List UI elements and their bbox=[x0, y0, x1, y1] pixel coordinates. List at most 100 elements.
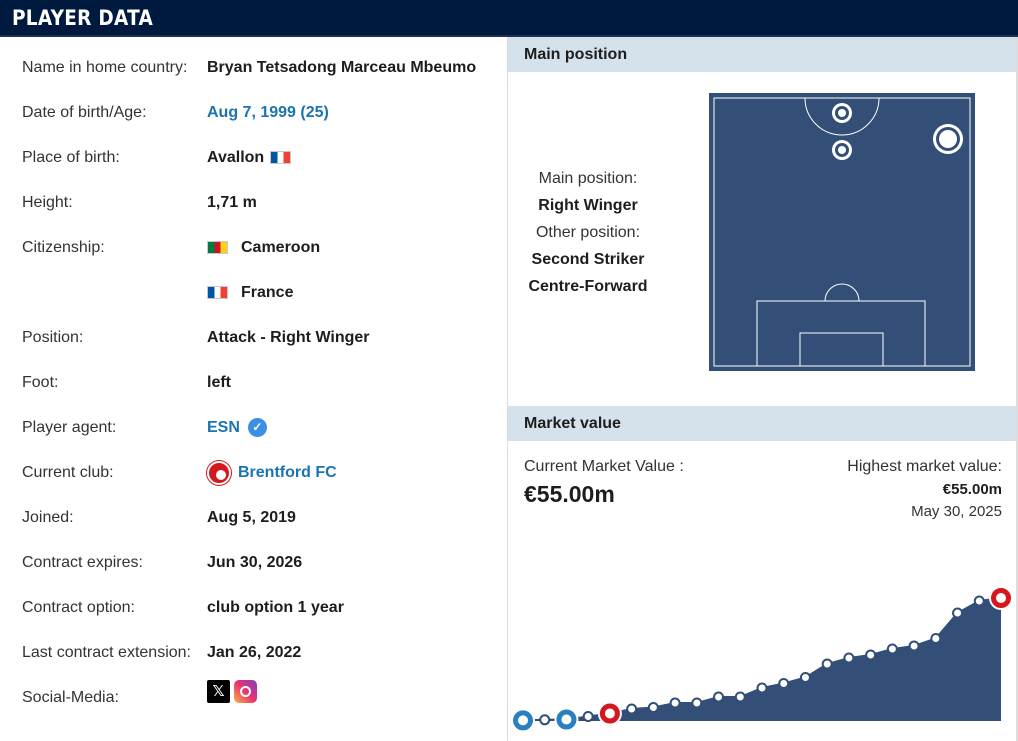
club-link[interactable]: Brentford FC bbox=[238, 464, 337, 481]
market-value-point bbox=[734, 691, 746, 703]
info-value-contract: Jun 30, 2026 bbox=[207, 554, 303, 571]
info-label: Date of birth/Age: bbox=[22, 104, 147, 121]
brentford-crest-marker bbox=[989, 586, 1013, 610]
info-label: Contract option: bbox=[22, 599, 135, 616]
troyes-crest-marker bbox=[511, 708, 535, 733]
info-row-club: Current club: Brentford FC bbox=[0, 450, 505, 495]
info-row-social: Social-Media: 𝕏 bbox=[0, 675, 505, 720]
highest-market-value: €55.00m bbox=[942, 481, 1002, 498]
info-label: Name in home country: bbox=[22, 59, 188, 76]
info-value-height: 1,71 m bbox=[207, 194, 257, 211]
info-value-birthplace: Avallon bbox=[207, 149, 265, 166]
market-value-header: Market value bbox=[508, 406, 1016, 441]
goal-area bbox=[799, 332, 884, 367]
market-value-point bbox=[669, 697, 681, 709]
other-position-value-1: Second Striker bbox=[531, 251, 645, 268]
main-position-label: Main position: bbox=[538, 170, 638, 187]
market-value-point bbox=[799, 672, 811, 683]
right-border bbox=[1016, 37, 1018, 741]
info-label: Last contract extension: bbox=[22, 644, 191, 661]
info-value-citizenship-1: Cameroon bbox=[241, 239, 321, 256]
market-value-point bbox=[713, 691, 725, 703]
info-value-foot: left bbox=[207, 374, 231, 391]
info-value-citizenship-2: France bbox=[241, 284, 294, 301]
dob-link[interactable]: Aug 7, 1999 (25) bbox=[207, 104, 329, 121]
france-flag-icon bbox=[270, 151, 292, 164]
info-value-joined: Aug 5, 2019 bbox=[207, 509, 296, 526]
market-value-point bbox=[821, 658, 833, 670]
market-value-point bbox=[539, 714, 551, 726]
info-label: Joined: bbox=[22, 509, 74, 526]
info-label: Current club: bbox=[22, 464, 114, 481]
cameroon-flag-icon bbox=[207, 241, 228, 254]
column-divider bbox=[507, 37, 508, 741]
info-row-extension: Last contract extension: Jan 26, 2022 bbox=[0, 630, 505, 675]
info-value-extension: Jan 26, 2022 bbox=[207, 644, 302, 661]
instagram-icon[interactable] bbox=[234, 680, 257, 703]
current-market-value[interactable]: €55.00m bbox=[524, 481, 615, 507]
info-row-agent: Player agent: ESN ✓ bbox=[0, 405, 505, 450]
info-row-height: Height: 1,71 m bbox=[0, 180, 505, 225]
page-title: PLAYER DATA bbox=[12, 6, 154, 30]
info-label: Foot: bbox=[22, 374, 59, 391]
market-value-chart[interactable] bbox=[508, 530, 1016, 741]
info-value-position: Attack - Right Winger bbox=[207, 329, 370, 346]
info-value-name: Bryan Tetsadong Marceau Mbeumo bbox=[207, 59, 477, 76]
info-label: Height: bbox=[22, 194, 73, 211]
current-market-value-label: Current Market Value : bbox=[524, 458, 684, 475]
market-value-point bbox=[973, 595, 985, 607]
info-row-birthplace: Place of birth: Avallon bbox=[0, 135, 505, 180]
info-row-option: Contract option: club option 1 year bbox=[0, 585, 505, 630]
info-row-dob: Date of birth/Age: Aug 7, 1999 (25) bbox=[0, 90, 505, 135]
info-value-option: club option 1 year bbox=[207, 599, 344, 616]
verified-check-icon: ✓ bbox=[247, 418, 267, 437]
info-label: Social-Media: bbox=[22, 689, 119, 706]
x-twitter-icon[interactable]: 𝕏 bbox=[207, 680, 230, 703]
market-value-point bbox=[582, 711, 594, 722]
market-value-point bbox=[626, 703, 638, 715]
info-label: Citizenship: bbox=[22, 239, 105, 256]
info-row-foot: Foot: left bbox=[0, 360, 505, 405]
info-row-citizenship: Citizenship: Cameroon bbox=[0, 225, 505, 270]
info-label: Position: bbox=[22, 329, 84, 346]
market-value-point bbox=[647, 702, 659, 713]
info-row-position: Position: Attack - Right Winger bbox=[0, 315, 505, 360]
france-flag-icon bbox=[207, 286, 228, 299]
brentford-crest-marker bbox=[597, 701, 622, 726]
center-circle-arc bbox=[804, 97, 880, 136]
market-value-point bbox=[930, 633, 942, 644]
main-position-title: Main position bbox=[524, 46, 628, 63]
other-position-label: Other position: bbox=[535, 224, 641, 241]
brentford-crest-icon[interactable] bbox=[207, 460, 231, 485]
highest-market-value-date: May 30, 2025 bbox=[911, 503, 1002, 520]
page-header: PLAYER DATA bbox=[0, 0, 1018, 37]
market-value-point bbox=[886, 643, 898, 655]
info-row-citizenship-2: France bbox=[0, 270, 505, 315]
position-pitch bbox=[709, 93, 975, 371]
info-label: Player agent: bbox=[22, 419, 117, 436]
main-position-header: Main position bbox=[508, 37, 1016, 72]
market-value-point bbox=[756, 682, 768, 694]
pitch-surface bbox=[709, 93, 975, 371]
position-marker-right-winger bbox=[933, 124, 963, 154]
market-value-point bbox=[843, 652, 855, 664]
info-row-name: Name in home country: Bryan Tetsadong Ma… bbox=[0, 45, 505, 90]
market-value-point bbox=[691, 697, 703, 709]
position-marker-centre-forward bbox=[832, 103, 852, 123]
troyes-crest-marker bbox=[554, 707, 579, 732]
info-row-contract: Contract expires: Jun 30, 2026 bbox=[0, 540, 505, 585]
market-value-point bbox=[908, 640, 920, 652]
info-label: Place of birth: bbox=[22, 149, 120, 166]
other-position-value-2: Centre-Forward bbox=[528, 278, 648, 295]
info-row-joined: Joined: Aug 5, 2019 bbox=[0, 495, 505, 540]
market-value-point bbox=[865, 649, 877, 661]
info-label: Contract expires: bbox=[22, 554, 143, 571]
penalty-arc bbox=[824, 283, 860, 302]
main-position-value: Right Winger bbox=[538, 197, 638, 214]
market-value-point bbox=[778, 678, 790, 689]
market-value-title: Market value bbox=[524, 415, 621, 432]
agent-link[interactable]: ESN bbox=[207, 419, 240, 436]
highest-market-value-label: Highest market value: bbox=[847, 458, 1002, 475]
market-value-area bbox=[523, 598, 1001, 721]
market-value-point bbox=[952, 607, 964, 619]
